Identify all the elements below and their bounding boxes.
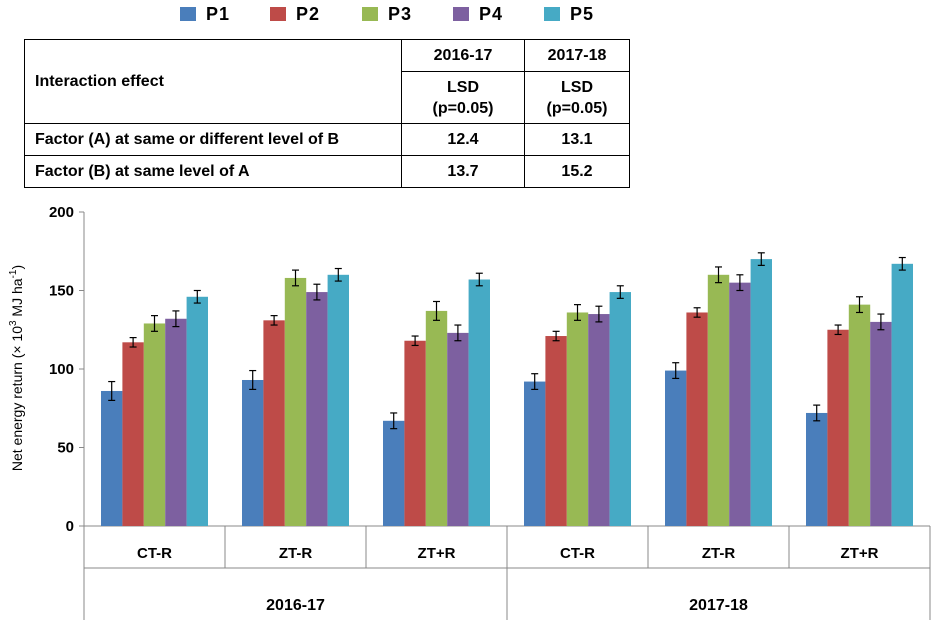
category-label: CT-R — [137, 545, 172, 562]
bar-p3 — [425, 310, 448, 526]
category-label: ZT+R — [841, 545, 879, 562]
p-label: (p=0.05) — [546, 99, 608, 117]
bar-p2 — [263, 320, 285, 526]
legend-swatch — [453, 7, 469, 21]
bar-p4 — [729, 282, 751, 526]
row-value-year2: 15.2 — [524, 155, 630, 188]
lsd-cell-year2: LSD (p=0.05) — [524, 71, 630, 124]
bar-p3 — [566, 312, 589, 526]
legend-item-p4: P4 — [453, 4, 503, 24]
legend-swatch — [180, 7, 196, 21]
category-label: CT-R — [560, 545, 595, 562]
y-tick-label: 50 — [57, 440, 74, 457]
bar-p2 — [545, 336, 567, 526]
legend-item-p1: P1 — [180, 4, 230, 24]
bar-p4 — [870, 321, 892, 526]
legend-item-p3: P3 — [362, 4, 412, 24]
bar-p5 — [468, 279, 490, 526]
y-tick-label: 200 — [49, 204, 74, 221]
bar-p3 — [143, 323, 166, 526]
bar-p4 — [165, 318, 187, 526]
y-axis-label: Net energy return (× 103 MJ ha-1) — [8, 265, 25, 471]
legend-label: P2 — [296, 3, 321, 24]
bar-p4 — [447, 332, 469, 526]
lsd-label: LSD — [447, 78, 479, 96]
p-label: (p=0.05) — [432, 99, 494, 117]
bar-p5 — [186, 296, 208, 526]
chart-legend: P1 P2 P3 P4 P5 — [0, 0, 935, 26]
category-label: ZT+R — [418, 545, 456, 562]
lsd-table: Interaction effect 2016-17 2017-18 LSD (… — [24, 39, 630, 188]
table-row: Factor (A) at same or different level of… — [24, 123, 630, 156]
legend-label: P5 — [570, 3, 595, 24]
category-label: ZT-R — [702, 545, 735, 562]
bar-p2 — [122, 342, 144, 526]
bar-p4 — [588, 314, 610, 526]
bar-p3 — [707, 274, 730, 526]
legend-item-p2: P2 — [270, 4, 320, 24]
legend-label: P4 — [479, 3, 504, 24]
bar-p1 — [242, 379, 264, 526]
legend-swatch — [270, 7, 286, 21]
year2-header: 2017-18 — [524, 39, 630, 72]
legend-swatch — [362, 7, 378, 21]
bar-p2 — [404, 340, 426, 526]
lsd-label: LSD — [561, 78, 593, 96]
bar-p5 — [750, 259, 772, 526]
row-label: Factor (A) at same or different level of… — [24, 123, 402, 156]
bar-p4 — [306, 292, 328, 526]
legend-label: P3 — [388, 3, 413, 24]
bar-p3 — [284, 277, 307, 526]
bar-p1 — [806, 412, 828, 526]
year1-header: 2016-17 — [401, 39, 525, 72]
bar-p5 — [609, 292, 631, 526]
y-tick-label: 0 — [66, 518, 74, 535]
category-label: ZT-R — [279, 545, 312, 562]
group-label: 2017-18 — [689, 597, 748, 614]
row-value-year2: 13.1 — [524, 123, 630, 156]
lsd-cell-year1: LSD (p=0.05) — [401, 71, 525, 124]
table-lsd-row: LSD (p=0.05) LSD (p=0.05) — [25, 71, 630, 124]
group-label: 2016-17 — [266, 597, 325, 614]
bar-p5 — [327, 274, 349, 526]
row-value-year1: 12.4 — [401, 123, 525, 156]
bar-p2 — [686, 312, 708, 526]
bar-p2 — [827, 329, 849, 526]
bar-p5 — [891, 263, 913, 526]
row-label: Factor (B) at same level of A — [24, 155, 402, 188]
legend-swatch — [544, 7, 560, 21]
y-tick-label: 100 — [49, 361, 74, 378]
bar-p1 — [524, 381, 546, 526]
bar-p1 — [101, 390, 123, 526]
table-row: Factor (B) at same level of A 13.7 15.2 — [24, 155, 630, 188]
bar-p3 — [848, 304, 871, 526]
bar-p1 — [665, 370, 687, 526]
legend-label: P1 — [206, 3, 231, 24]
legend-item-p5: P5 — [544, 4, 594, 24]
y-tick-label: 150 — [49, 283, 74, 300]
bar-p1 — [383, 420, 405, 526]
